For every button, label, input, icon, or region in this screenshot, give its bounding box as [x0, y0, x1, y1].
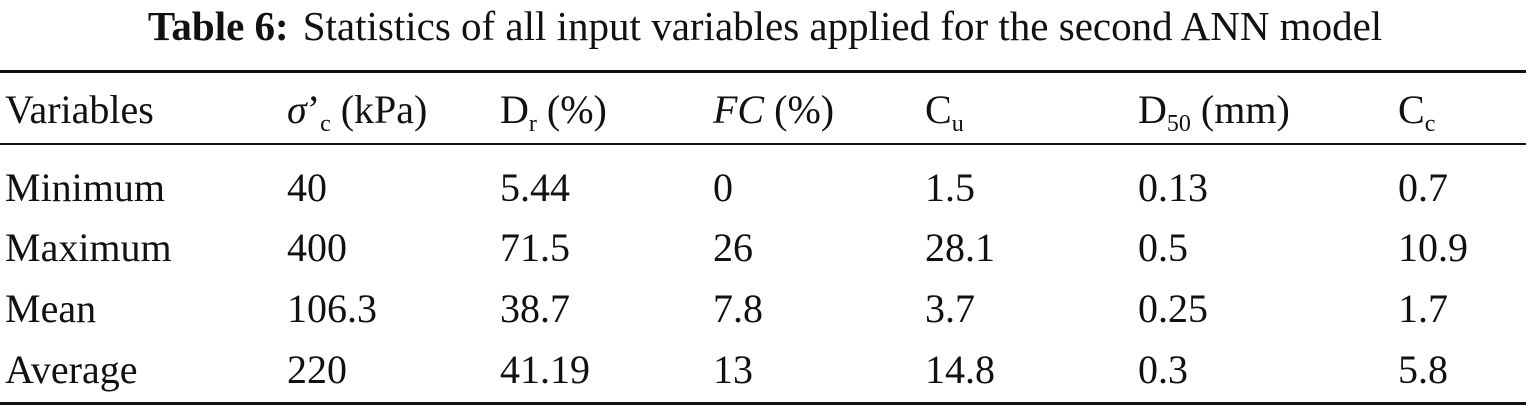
table-row-average: Average 220 41.19 13 14.8 0.3 5.8	[0, 344, 1526, 396]
table-cell: 40	[287, 165, 327, 210]
table-row-mean: Mean 106.3 38.7 7.8 3.7 0.25 1.7	[0, 283, 1526, 335]
header-fines-content: FC (%)	[713, 84, 834, 136]
header-sigma-unit: (kPa)	[330, 87, 428, 132]
table-cell: 220	[287, 347, 347, 392]
table-cell: 13	[713, 347, 753, 392]
header-d50-main: D	[1138, 87, 1167, 132]
table-caption-label: Table 6:	[147, 3, 289, 49]
row-label: Mean	[5, 286, 97, 331]
header-effective-stress: σ’c (kPa)	[287, 84, 427, 142]
header-d50-subscript: 50	[1166, 111, 1191, 137]
header-sigma-subscript: c	[320, 111, 331, 137]
header-curvature-coefficient: Cc	[1398, 84, 1435, 142]
table-cell: 1.7	[1398, 286, 1448, 331]
table-cell: 106.3	[287, 286, 377, 331]
table-cell: 41.19	[500, 347, 590, 392]
header-cc-main: C	[1398, 87, 1425, 132]
table-cell: 400	[287, 225, 347, 270]
header-fc-main: FC	[713, 87, 765, 132]
row-label: Minimum	[5, 165, 166, 210]
table-cell: 1.5	[925, 165, 975, 210]
table-cell: 0.7	[1398, 165, 1448, 210]
table-cell: 0	[713, 165, 733, 210]
table-top-rule	[0, 70, 1526, 73]
table-cell: 14.8	[925, 347, 995, 392]
table-header-rule	[0, 143, 1526, 145]
table-row-maximum: Maximum 400 71.5 26 28.1 0.5 10.9	[0, 222, 1526, 274]
table-cell: 28.1	[925, 225, 995, 270]
table-cell: 71.5	[500, 225, 570, 270]
header-mean-grain-size: D50 (mm)	[1138, 84, 1290, 142]
table-cell: 10.9	[1398, 225, 1468, 270]
header-d50-unit: (mm)	[1190, 87, 1290, 132]
table-cell: 0.25	[1138, 286, 1208, 331]
table-cell: 7.8	[713, 286, 763, 331]
table-cell: 3.7	[925, 286, 975, 331]
header-relative-density: Dr (%)	[500, 84, 607, 142]
table-cell: 5.8	[1398, 347, 1448, 392]
table-cell: 0.3	[1138, 347, 1188, 392]
header-sigma-prime: ’	[306, 87, 321, 132]
table-row-minimum: Minimum 40 5.44 0 1.5 0.13 0.7	[0, 162, 1526, 214]
table-bottom-rule	[0, 402, 1526, 405]
header-cu-main: C	[925, 87, 952, 132]
header-sigma-symbol: σ	[287, 87, 307, 132]
header-uniformity-coefficient: Cu	[925, 84, 964, 142]
table-cell: 0.13	[1138, 165, 1208, 210]
header-dr-main: D	[500, 87, 529, 132]
header-dr-unit: (%)	[536, 87, 607, 132]
table-cell: 38.7	[500, 286, 570, 331]
table-caption-text: Statistics of all input variables applie…	[302, 3, 1383, 49]
table-cell: 26	[713, 225, 753, 270]
header-cu-subscript: u	[951, 111, 964, 137]
header-cc-subscript: c	[1424, 111, 1436, 137]
header-dr-subscript: r	[528, 111, 537, 137]
table-header-row: Variables σ’c (kPa) Dr (%) FC (%) Cu D50…	[0, 84, 1526, 137]
row-label: Average	[5, 347, 138, 392]
header-fc-unit: (%)	[764, 87, 835, 132]
header-variables: Variables	[5, 87, 154, 132]
row-label: Maximum	[5, 225, 172, 270]
table-caption: Table 6: Statistics of all input variable…	[0, 2, 1530, 50]
table-cell: 5.44	[500, 165, 570, 210]
table-cell: 0.5	[1138, 225, 1188, 270]
